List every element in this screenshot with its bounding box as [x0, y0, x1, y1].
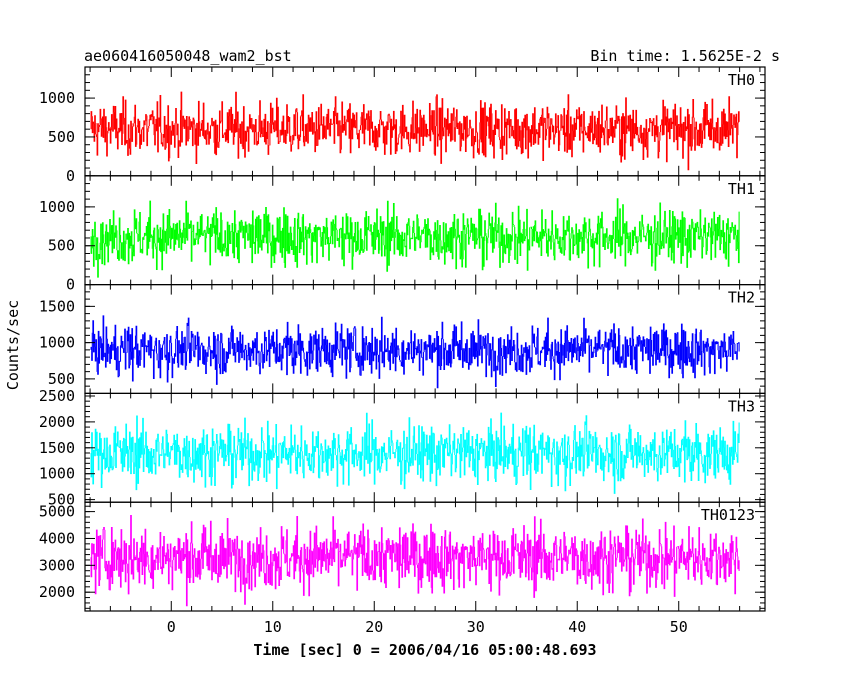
y-tick-label-th0123: 3000 [39, 556, 75, 574]
panel-label-th0123: TH0123 [701, 506, 755, 524]
x-tick-label: 0 [167, 618, 176, 636]
chart-title: ae060416050048_wam2_bst [84, 47, 292, 65]
series-line-th2 [90, 315, 740, 389]
bin-time-label: Bin time: 1.5625E-2 s [590, 47, 780, 65]
y-axis-label: Counts/sec [4, 300, 22, 390]
panel-label-th2: TH2 [728, 289, 755, 307]
y-tick-label-th1: 0 [66, 276, 75, 294]
x-axis-label: Time [sec] 0 = 2006/04/16 05:00:48.693 [253, 641, 596, 659]
y-tick-label-th2: 1000 [39, 334, 75, 352]
y-tick-label-th3: 500 [48, 491, 75, 509]
y-tick-label-th0: 1000 [39, 89, 75, 107]
y-tick-label-th0123: 5000 [39, 503, 75, 521]
y-tick-label-th3: 1500 [39, 439, 75, 457]
x-tick-label: 20 [365, 618, 383, 636]
y-tick-label-th1: 500 [48, 237, 75, 255]
series-line-th3 [90, 412, 740, 494]
x-tick-label: 10 [264, 618, 282, 636]
y-tick-label-th2: 1500 [39, 297, 75, 315]
y-tick-label-th1: 1000 [39, 198, 75, 216]
y-tick-label-th3: 2000 [39, 413, 75, 431]
y-tick-label-th3: 1000 [39, 465, 75, 483]
y-tick-label-th0: 500 [48, 128, 75, 146]
series-line-th0 [90, 91, 740, 171]
y-tick-label-th2: 500 [48, 370, 75, 388]
y-tick-label-th0123: 4000 [39, 529, 75, 547]
x-tick-label: 30 [467, 618, 485, 636]
y-tick-label-th3: 2500 [39, 387, 75, 405]
panel-label-th0: TH0 [728, 71, 755, 89]
panel-frame-th0123 [84, 501, 766, 612]
panel-label-th1: TH1 [728, 180, 755, 198]
x-tick-label: 50 [670, 618, 688, 636]
panel-label-th3: TH3 [728, 397, 755, 415]
y-tick-label-th0123: 2000 [39, 583, 75, 601]
x-tick-label: 40 [568, 618, 586, 636]
series-line-th0123 [90, 515, 740, 607]
y-tick-label-th0: 0 [66, 167, 75, 185]
series-line-th1 [90, 198, 740, 278]
